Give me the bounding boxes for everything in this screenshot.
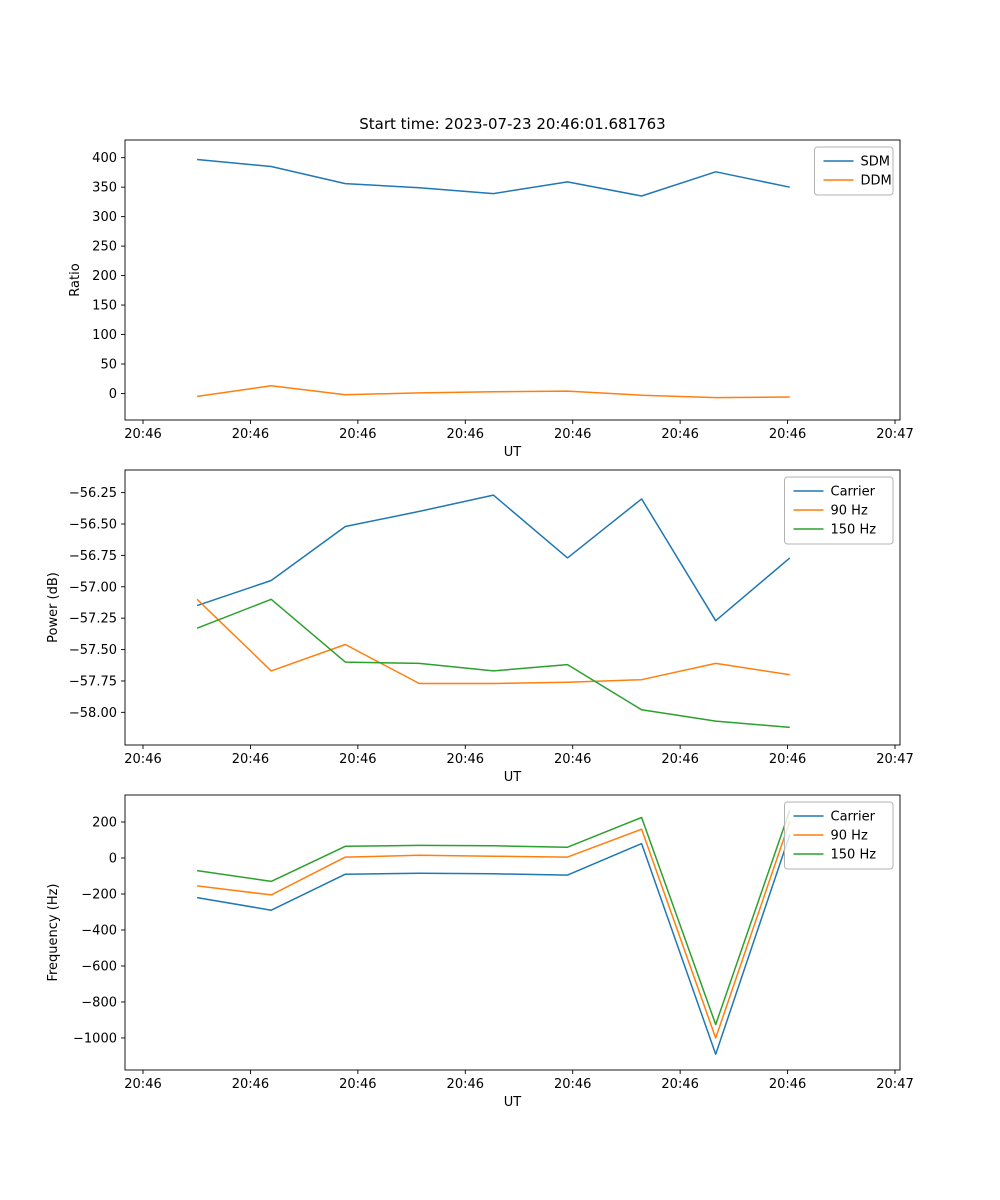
legend-label: 90 Hz [831, 829, 868, 844]
y-tick-label: −56.50 [69, 517, 117, 532]
x-axis-label: UT [504, 770, 522, 785]
series-line-90-hz [196, 598, 790, 685]
y-tick-label: 0 [109, 851, 117, 866]
y-tick-label: 350 [92, 181, 117, 196]
y-tick-label: 0 [109, 387, 117, 402]
x-tick-label: 20:46 [124, 752, 161, 767]
series-line-ddm [196, 385, 790, 399]
subplot-3: −1000 −800 −600 −400 −200 0 200 20:46 20:46 20:46… [46, 794, 914, 1110]
y-tick-label: −56.25 [69, 486, 117, 501]
y-tick-label: −57.50 [69, 643, 117, 658]
y-tick-label: −200 [81, 887, 117, 902]
legend-label: SDM [861, 155, 890, 170]
legend-box [784, 476, 894, 545]
x-tick-label: 20:46 [124, 427, 161, 442]
legend-box [784, 801, 894, 870]
series-line-150-hz [196, 598, 790, 729]
legend-label: 90 Hz [831, 504, 868, 519]
series-line-90-hz [197, 820, 791, 1039]
x-tick-label: 20:46 [339, 1077, 376, 1092]
x-tick-label: 20:46 [554, 1077, 591, 1092]
y-tick-label: −400 [81, 923, 117, 938]
y-axis-label: Frequency (Hz) [46, 883, 61, 981]
x-tick-label: 20:46 [339, 427, 376, 442]
y-tick-label: −56.75 [69, 549, 117, 564]
y-tick-label: −600 [81, 959, 117, 974]
x-tick-label: 20:46 [232, 752, 269, 767]
y-tick-label: 250 [92, 240, 117, 255]
axes-frame [124, 469, 901, 746]
x-tick-label: 20:46 [339, 752, 376, 767]
x-tick-label: 20:46 [447, 427, 484, 442]
x-tick-label: 20:47 [876, 1077, 913, 1092]
y-tick-label: −800 [81, 995, 117, 1010]
legend-label: 150 Hz [831, 848, 877, 863]
y-tick-label: −57.75 [69, 674, 117, 689]
legend-label: Carrier [831, 485, 876, 500]
y-axis-label: Power (dB) [46, 572, 61, 643]
y-tick-label: 400 [92, 151, 117, 166]
y-tick-label: 100 [92, 328, 117, 343]
x-tick-label: 20:46 [661, 752, 698, 767]
x-tick-label: 20:46 [447, 752, 484, 767]
y-tick-label: −58.00 [69, 706, 117, 721]
y-tick-label: 200 [92, 815, 117, 830]
legend: Carrier 90 Hz 150 Hz [784, 801, 894, 870]
x-tick-label: 20:46 [232, 427, 269, 442]
y-tick-label: −57.25 [69, 612, 117, 627]
x-tick-label: 20:46 [554, 752, 591, 767]
y-tick-label: −57.00 [69, 580, 117, 595]
y-tick-label: −1000 [73, 1031, 117, 1046]
x-tick-label: 20:46 [769, 427, 806, 442]
y-axis-label: Ratio [68, 263, 83, 296]
y-tick-label: 150 [92, 299, 117, 314]
legend-label: 150 Hz [831, 523, 877, 538]
x-tick-label: 20:46 [124, 1077, 161, 1092]
y-tick-label: 200 [92, 269, 117, 284]
x-tick-label: 20:46 [554, 427, 591, 442]
axes-frame [124, 139, 901, 421]
axes-frame [124, 794, 901, 1071]
series-line-sdm [197, 158, 790, 197]
x-axis-label: UT [504, 445, 522, 460]
subplot-2: −58.00 −57.75 −57.50 −57.25 −57.00 −56.75 −56.… [46, 469, 914, 785]
series-line-carrier [196, 834, 791, 1055]
x-tick-label: 20:47 [876, 752, 913, 767]
x-tick-label: 20:46 [769, 752, 806, 767]
legend: Carrier 90 Hz 150 Hz [784, 476, 894, 545]
x-tick-label: 20:46 [447, 1077, 484, 1092]
legend-label: Carrier [831, 810, 876, 825]
y-tick-label: 50 [100, 358, 117, 373]
x-tick-label: 20:46 [232, 1077, 269, 1092]
legend: SDM DDM [814, 146, 894, 196]
series-line-150-hz [196, 810, 791, 1026]
x-tick-label: 20:46 [661, 1077, 698, 1092]
series-line-carrier [196, 494, 791, 622]
chart-title: Start time: 2023-07-23 20:46:01.681763 [359, 115, 665, 133]
x-tick-label: 20:46 [661, 427, 698, 442]
subplot-1: Start time: 2023-07-23 20:46:01.681763 0 5… [68, 115, 914, 460]
y-tick-label: 300 [92, 210, 117, 225]
legend-box [814, 146, 894, 196]
x-tick-label: 20:46 [769, 1077, 806, 1092]
x-tick-label: 20:47 [876, 427, 913, 442]
legend-label: DDM [861, 174, 892, 189]
x-axis-label: UT [504, 1095, 522, 1110]
